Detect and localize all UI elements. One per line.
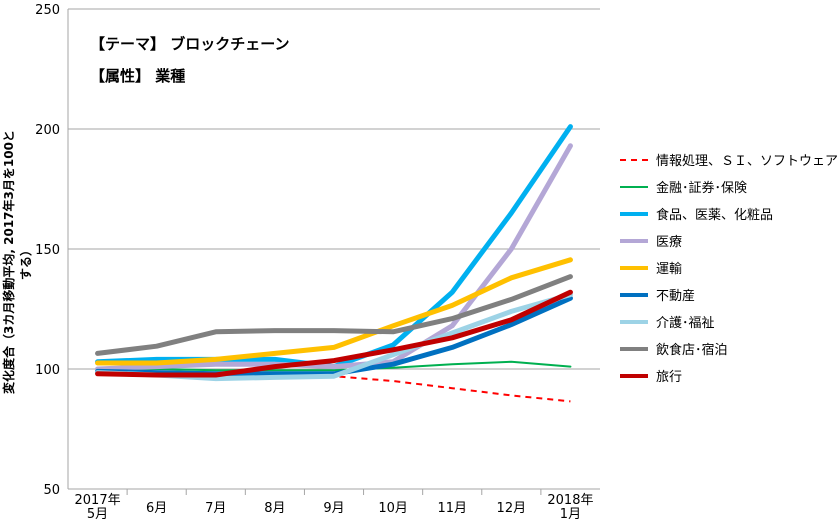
x-tick-label: 6月 xyxy=(146,501,167,516)
x-tick-label: 9月 xyxy=(323,501,344,516)
legend-label: 情報処理、ＳＩ、ソフトウェア xyxy=(656,154,839,169)
legend-item: 飲食店･宿泊 xyxy=(620,335,838,362)
y-axis-label: 変化度合（3カ月移動平均, 2017年3月を100とする） xyxy=(2,130,33,394)
attribute-annotation: 【属性】 業種 xyxy=(90,67,186,85)
legend-swatch xyxy=(620,319,648,324)
y-tick-label: 100 xyxy=(35,363,60,378)
legend-swatch xyxy=(620,373,648,378)
legend-label: 飲食店･宿泊 xyxy=(656,343,728,358)
y-tick-label: 200 xyxy=(35,123,60,138)
x-tick-label: 12月 xyxy=(497,501,527,516)
legend-label: 不動産 xyxy=(656,289,696,304)
x-tick-label: 10月 xyxy=(378,501,408,516)
y-tick-label: 50 xyxy=(43,483,60,498)
series-line xyxy=(96,360,572,372)
series-line xyxy=(95,143,573,372)
legend-item: 運輸 xyxy=(620,254,838,281)
x-tick-label: 1月 xyxy=(560,507,581,522)
series-line xyxy=(95,257,573,366)
legend-item: 医療 xyxy=(620,227,838,254)
legend-swatch xyxy=(620,265,648,270)
series-line xyxy=(95,289,573,378)
legend-swatch xyxy=(620,185,648,188)
legend: 情報処理、ＳＩ、ソフトウェア 金融･証券･保険食品、医薬、化粧品 医療運輸不動産介護… xyxy=(620,146,838,389)
y-tick-label: 150 xyxy=(35,243,60,258)
x-tick-label: 5月 xyxy=(87,507,108,522)
legend-label: 医療 xyxy=(656,235,683,250)
legend-label: 金融･証券･保険 xyxy=(656,181,748,196)
x-tick-label: 11月 xyxy=(437,501,467,516)
x-tick-label: 2018年 xyxy=(547,493,593,508)
legend-label: 食品、医薬、化粧品 xyxy=(656,208,774,223)
legend-label: 旅行 xyxy=(656,370,683,385)
x-tick-label: 8月 xyxy=(264,501,285,516)
legend-item: 金融･証券･保険 xyxy=(620,173,838,200)
series-line xyxy=(95,274,573,356)
legend-item: 旅行 xyxy=(620,362,838,389)
legend-item: 介護･福祉 xyxy=(620,308,838,335)
legend-item: 不動産 xyxy=(620,281,838,308)
x-tick-label: 7月 xyxy=(205,501,226,516)
legend-swatch xyxy=(620,211,648,216)
legend-swatch xyxy=(620,292,648,297)
legend-label: 運輸 xyxy=(656,262,683,277)
y-tick-label: 250 xyxy=(35,3,60,18)
legend-item: 情報処理、ＳＩ、ソフトウェア xyxy=(620,146,838,173)
legend-label: 介護･福祉 xyxy=(656,316,715,331)
x-tick-label: 2017年 xyxy=(75,493,121,508)
legend-swatch xyxy=(620,158,648,161)
legend-swatch xyxy=(620,346,648,351)
theme-annotation: 【テーマ】 ブロックチェーン xyxy=(90,35,290,53)
legend-item: 食品、医薬、化粧品 xyxy=(620,200,838,227)
legend-swatch xyxy=(620,238,648,243)
